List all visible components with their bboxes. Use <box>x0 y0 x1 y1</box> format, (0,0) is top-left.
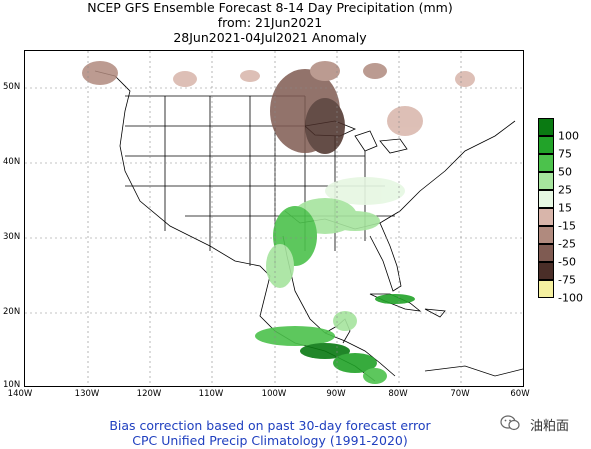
legend-label-neg25: -25 <box>558 237 576 251</box>
land-outline <box>94 70 523 382</box>
lon-label-80w: 80W <box>388 389 408 399</box>
chart-title-line-1: NCEP GFS Ensemble Forecast 8-14 Day Prec… <box>87 0 453 15</box>
legend-label-neg15: -15 <box>558 219 576 233</box>
chart-title-line-3: 28Jun2021-04Jul2021 Anomaly <box>173 30 367 45</box>
lat-label-20n: 20N <box>3 307 21 317</box>
lon-label-100w: 100W <box>261 389 287 399</box>
lat-label-40n: 40N <box>3 157 21 167</box>
legend-swatch-25 <box>538 172 554 190</box>
anomaly-wet-regions <box>255 177 415 384</box>
watermark-text: 油粕面 <box>530 419 570 434</box>
lon-label-120w: 120W <box>136 389 162 399</box>
graticule <box>25 51 523 386</box>
legend-swatch-neg25 <box>538 226 554 244</box>
footer-climatology-note: CPC Unified Precip Climatology (1991-202… <box>132 433 408 448</box>
legend-swatch-neg75 <box>538 262 554 280</box>
lat-label-50n: 50N <box>3 82 21 92</box>
lat-label-30n: 30N <box>3 232 21 242</box>
legend-swatch-neg15 <box>538 208 554 226</box>
legend-swatch-neg50 <box>538 244 554 262</box>
footer-bias-note: Bias correction based on past 30-day for… <box>109 418 431 433</box>
legend-label-75: 75 <box>558 147 572 161</box>
watermark: 油粕面 <box>500 413 590 435</box>
lon-label-140w: 140W <box>7 389 33 399</box>
legend-label-50: 50 <box>558 165 572 179</box>
chart-title-line-2: from: 21Jun2021 <box>217 15 323 30</box>
map-svg <box>25 51 523 386</box>
legend-swatch-50 <box>538 154 554 172</box>
legend-swatch-75 <box>538 136 554 154</box>
lon-label-110w: 110W <box>198 389 224 399</box>
legend-swatch-100 <box>538 118 554 136</box>
legend-label-100: 100 <box>558 129 579 143</box>
legend-label-15: 15 <box>558 201 572 215</box>
legend-swatch-neg100 <box>538 280 554 298</box>
lon-label-90w: 90W <box>326 389 346 399</box>
wechat-icon <box>500 415 520 431</box>
legend-swatch-15 <box>538 190 554 208</box>
title-block: NCEP GFS Ensemble Forecast 8-14 Day Prec… <box>0 0 540 45</box>
anomaly-dry-regions <box>82 61 475 154</box>
precipitation-anomaly-map <box>24 50 524 387</box>
legend-label-neg75: -75 <box>558 273 576 287</box>
lon-label-70w: 70W <box>450 389 470 399</box>
lat-label-10n: 10N <box>3 380 21 390</box>
legend-label-25: 25 <box>558 183 572 197</box>
legend-label-neg50: -50 <box>558 255 576 269</box>
legend-label-neg100: -100 <box>558 291 583 305</box>
lon-label-60w: 60W <box>510 389 530 399</box>
lon-label-130w: 130W <box>74 389 100 399</box>
